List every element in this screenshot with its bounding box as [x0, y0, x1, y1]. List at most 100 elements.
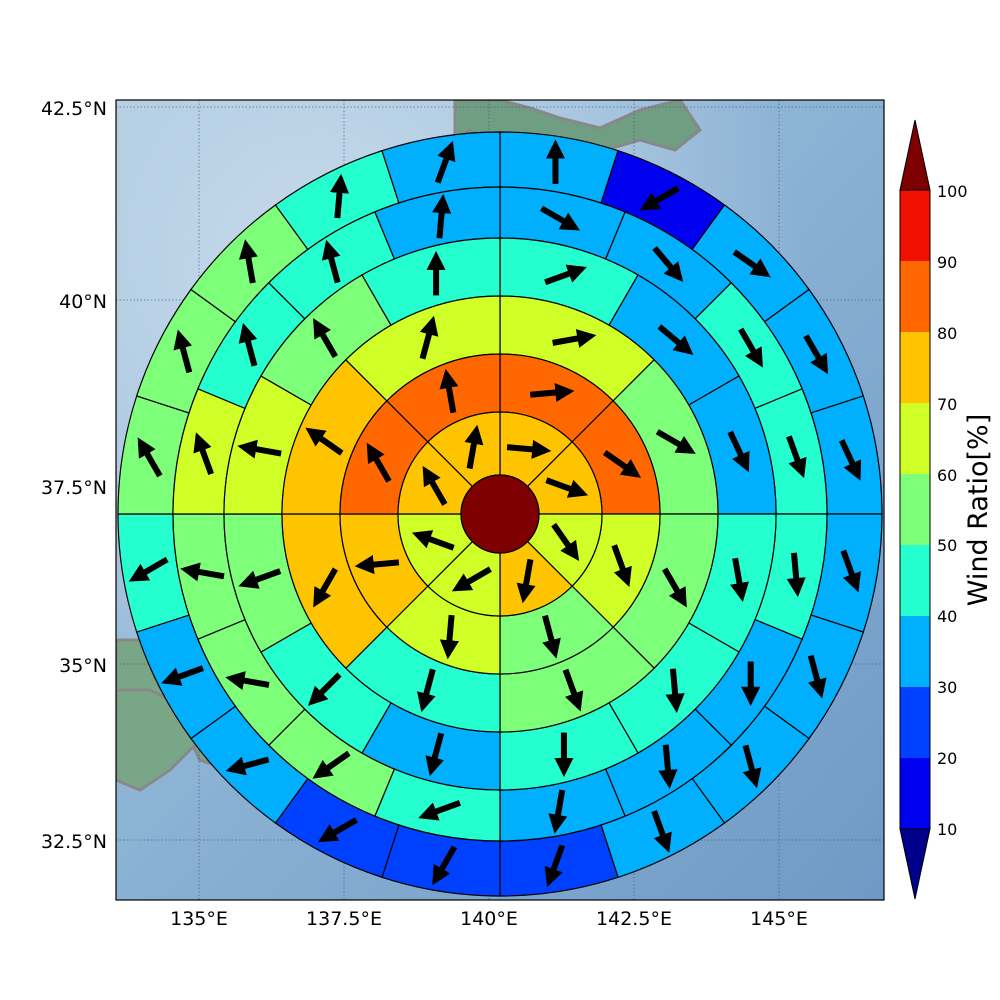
wind-arrow: [542, 614, 561, 659]
y-tick-label: 42.5°N: [41, 98, 107, 120]
wind-arrow: [516, 558, 536, 604]
wind-arrow: [602, 449, 642, 478]
wind-arrow: [838, 439, 862, 481]
colorbar-tick-label: 40: [937, 607, 957, 626]
colorbar-tick-label: 20: [937, 749, 957, 768]
wind-arrow: [803, 334, 829, 375]
x-tick-label: 137.5°E: [306, 908, 382, 930]
colorbar-bin: [900, 403, 930, 474]
wind-arrow: [544, 844, 566, 888]
wind-arrow: [439, 368, 459, 414]
wind-arrow: [366, 442, 392, 483]
colorbar-tick-label: 60: [937, 466, 957, 485]
y-tick-label: 40°N: [59, 291, 107, 313]
wind-arrow: [308, 672, 342, 706]
wind-arrow: [652, 246, 684, 283]
wind-arrow: [786, 435, 807, 479]
wind-arrow: [238, 239, 258, 284]
wind-arrow: [313, 318, 338, 359]
y-axis-ticks: 32.5°N 35°N 37.5°N 40°N 42.5°N: [41, 98, 107, 853]
wind-arrow: [305, 427, 344, 456]
x-tick-label: 140°E: [460, 908, 518, 930]
colorbar-ticks: 10 20 30 40 50 60 70 80 90 100: [937, 182, 968, 839]
wind-sectors: [117, 131, 883, 897]
wind-arrow: [439, 614, 459, 660]
wind-arrow: [238, 568, 282, 589]
wind-arrow: [657, 324, 694, 356]
colorbar-bin: [900, 687, 930, 758]
wind-arrow: [662, 567, 687, 608]
wind-arrow: [193, 432, 214, 476]
wind-arrow: [552, 329, 597, 348]
wind-arrow: [742, 744, 762, 789]
colorbar-tick-label: 80: [937, 324, 957, 343]
colorbar-bin: [900, 332, 930, 403]
wind-arrow: [786, 552, 806, 598]
wind-arrow: [658, 744, 678, 790]
wind-arrow: [128, 556, 169, 582]
wind-arrow: [422, 465, 448, 506]
wind-arrow: [321, 239, 341, 284]
wind-arrow: [161, 665, 204, 686]
wind-arrow: [732, 249, 771, 278]
wind-arrow: [238, 322, 258, 367]
colorbar-tick-label: 50: [937, 536, 957, 555]
wind-arrow: [329, 173, 350, 219]
colorbar-tick-label: 10: [937, 820, 957, 839]
wind-arrow: [432, 193, 452, 239]
colorbar-tick-label: 90: [937, 253, 957, 272]
wind-arrow: [173, 329, 193, 374]
wind-arrow: [137, 437, 163, 478]
wind-arrow: [665, 668, 685, 714]
wind-arrow: [562, 668, 584, 712]
wind-arrow: [840, 549, 861, 593]
wind-arrow: [548, 789, 568, 834]
colorbar-tick-label: 70: [937, 395, 957, 414]
colorbar-tick-label: 30: [937, 678, 957, 697]
colorbar-bin: [900, 474, 930, 545]
wind-arrow: [529, 382, 575, 403]
wind-arrows: [128, 139, 862, 888]
colorbar-over-arrow: [899, 119, 931, 191]
map-area: [116, 100, 884, 900]
wind-arrow: [225, 756, 270, 776]
wind-arrow: [551, 522, 580, 561]
wind-arrow: [738, 327, 763, 368]
wind-arrow: [180, 562, 225, 582]
wind-arrow: [432, 845, 458, 886]
colorbar-under-arrow: [899, 828, 931, 900]
colorbar-bin: [900, 545, 930, 616]
y-tick-label: 37.5°N: [41, 477, 107, 499]
wind-arrow: [539, 205, 580, 231]
center-disc: [460, 474, 540, 554]
colorbar: 10 20 30 40 50 60 70 80 90 100 Wind Rati…: [899, 119, 994, 900]
wind-arrow: [225, 671, 270, 691]
colorbar-bin: [900, 261, 930, 332]
wind-arrow: [237, 439, 282, 459]
wind-arrow: [425, 732, 445, 777]
wind-arrow: [354, 555, 400, 575]
wind-arrow: [807, 654, 827, 699]
y-tick-label: 35°N: [59, 655, 107, 677]
wind-arrow: [730, 557, 749, 602]
wind-arrow: [317, 817, 358, 843]
colorbar-bin: [900, 190, 930, 261]
wind-arrow: [313, 567, 338, 608]
wind-arrow: [655, 429, 696, 454]
wind-arrow: [411, 530, 455, 551]
wind-arrow: [506, 439, 552, 459]
y-tick-label: 32.5°N: [41, 831, 107, 853]
wind-arrow: [451, 566, 492, 592]
wind-arrow: [417, 668, 436, 713]
map-frame: [115, 99, 885, 901]
wind-arrow: [419, 315, 439, 360]
colorbar-bins: [899, 189, 931, 830]
wind-arrow: [464, 424, 484, 470]
wind-arrow: [312, 750, 351, 779]
colorbar-bin: [900, 616, 930, 687]
colorbar-bin: [900, 758, 930, 829]
wind-arrow: [544, 264, 587, 286]
wind-arrow: [651, 810, 672, 853]
colorbar-tick-label: 100: [937, 182, 968, 201]
